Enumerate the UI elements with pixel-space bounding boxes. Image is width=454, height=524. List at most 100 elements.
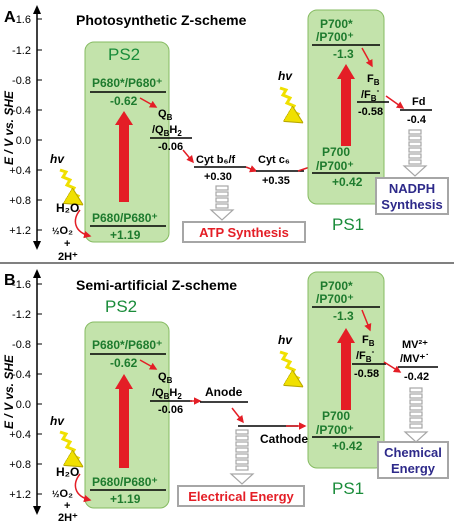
axis-tick: -0.4: [12, 105, 31, 117]
hollow-arrow-chemical: [403, 387, 429, 443]
p700-excited: P700*: [320, 17, 353, 31]
ps1-excitation-arrow: [341, 342, 351, 410]
axis-label: E / V vs. SHE: [2, 90, 16, 165]
axis-tick: +1.2: [9, 225, 31, 237]
nadph-label: NADPH: [389, 181, 435, 196]
hollow-arrow-nadph: [402, 129, 428, 177]
lightning-icon: [279, 86, 300, 121]
plus-sign: +: [64, 238, 70, 250]
p700-excited-value: -1.3: [333, 309, 354, 323]
axis-tick: -1.6: [12, 279, 31, 291]
fb-value: -0.58: [354, 368, 379, 380]
p700-excited-value: -1.3: [333, 47, 354, 61]
p700-ground-value: +0.42: [332, 175, 363, 189]
panel-b-title: Semi-artificial Z-scheme: [76, 277, 237, 293]
axis-tick: 0.0: [16, 399, 31, 411]
cytb6f-label: Cyt b₆/f: [196, 154, 236, 166]
lightning-icon: [59, 430, 80, 465]
panel-b-axis: -1.6 -1.2 -0.8 -0.4 0.0 +0.4 +0.8 +1.2 E…: [2, 269, 42, 515]
anode-label: Anode: [205, 385, 243, 399]
p680-excited-value: -0.62: [110, 356, 138, 370]
nadph-box: [375, 177, 449, 215]
cytc6-value: +0.35: [262, 175, 290, 187]
p700-ground-value: +0.42: [332, 439, 363, 453]
fd-value: -0.4: [407, 114, 427, 126]
ps1-label: PS1: [332, 215, 364, 234]
protons: 2H⁺: [58, 512, 78, 524]
p700-ground: P700: [322, 409, 350, 423]
chemical-box: [377, 441, 449, 479]
panel-a-title: Photosynthetic Z-scheme: [76, 12, 247, 28]
lightning-icon: [59, 168, 80, 203]
panel-b-letter: B: [4, 272, 16, 289]
nadph-label-2: Synthesis: [381, 197, 442, 212]
p680-ground-value: +1.19: [110, 228, 141, 242]
p700-ground-2: /P700⁺: [316, 159, 354, 173]
hv-label: hv: [50, 414, 65, 428]
p700-ground-2: /P700⁺: [316, 423, 354, 437]
fb-label-2: /FB-: [361, 86, 380, 103]
cathode-label: Cathode: [260, 432, 308, 446]
axis-tick: -1.2: [12, 45, 31, 57]
p680-ground-value: +1.19: [110, 492, 141, 506]
qb-label: QB: [158, 371, 173, 385]
axis-tick: +0.4: [9, 429, 31, 441]
p680-excited-value: -0.62: [110, 94, 138, 108]
chemical-label: Chemical: [384, 445, 442, 460]
mv-value: -0.42: [404, 371, 429, 383]
axis-tick: +0.4: [9, 165, 31, 177]
oxygen: ½O₂: [52, 225, 73, 237]
p680-excited: P680*/P680⁺: [92, 76, 162, 90]
ps1-label: PS1: [332, 479, 364, 498]
hollow-arrow-electrical: [229, 429, 255, 485]
p680-ground: P680/P680⁺: [92, 475, 158, 489]
hv-label-ps1: hv: [278, 333, 293, 347]
axis-tick: -0.4: [12, 369, 31, 381]
panel-a-letter: A: [4, 9, 16, 26]
ps2-label: PS2: [108, 45, 140, 64]
fb-label: FB: [367, 73, 380, 87]
axis-tick: +1.2: [9, 489, 31, 501]
mv-label-2: /MV⁺˙: [400, 353, 429, 365]
axis-tick: -0.8: [12, 75, 31, 87]
hollow-arrow-atp: [209, 185, 235, 221]
ps2-excitation-arrow: [119, 388, 129, 468]
water: H₂O: [56, 201, 79, 215]
qb-label: QB: [158, 108, 173, 122]
ps2-excitation-arrow: [119, 124, 129, 202]
p680-ground: P680/P680⁺: [92, 211, 158, 225]
panel-a: A Photosynthetic Z-scheme -1.6 -1.2 -0.8…: [2, 5, 449, 263]
axis-tick: -0.8: [12, 339, 31, 351]
protons: 2H⁺: [58, 251, 78, 263]
hv-label-ps1: hv: [278, 69, 293, 83]
plus-sign: +: [64, 500, 70, 512]
axis-tick: +0.8: [9, 195, 31, 207]
ps2-label: PS2: [105, 297, 137, 316]
mv-label: MV²⁺: [402, 339, 428, 351]
p680-excited: P680*/P680⁺: [92, 338, 162, 352]
hv-label: hv: [50, 152, 65, 166]
chemical-label-2: Energy: [391, 461, 436, 476]
p700-excited-2: /P700⁺: [316, 30, 354, 44]
axis-tick: -1.2: [12, 309, 31, 321]
electrical-box: [177, 485, 305, 507]
fd-label: Fd: [412, 96, 425, 108]
fb-label-2: /FB-: [356, 347, 375, 364]
axis-tick: +0.8: [9, 459, 31, 471]
qb-value: -0.06: [158, 404, 183, 416]
fb-label: FB: [362, 334, 375, 348]
ps1-excitation-arrow: [341, 78, 351, 146]
cytc6-label: Cyt c₆: [258, 154, 290, 166]
fb-value: -0.58: [358, 106, 383, 118]
oxygen: ½O₂: [52, 488, 73, 500]
qb-value: -0.06: [158, 141, 183, 153]
lightning-icon: [279, 350, 300, 385]
cytb6f-value: +0.30: [204, 171, 232, 183]
atp-box: [182, 221, 306, 243]
p700-excited-2: /P700⁺: [316, 292, 354, 306]
panel-a-axis: -1.6 -1.2 -0.8 -0.4 0.0 +0.4 +0.8 +1.2 E…: [2, 5, 42, 250]
panel-b: B Semi-artificial Z-scheme -1.6 -1.2 -0.…: [2, 269, 449, 524]
axis-label: E / V vs. SHE: [2, 354, 16, 429]
qb-label-2: /QBH2: [152, 124, 182, 138]
